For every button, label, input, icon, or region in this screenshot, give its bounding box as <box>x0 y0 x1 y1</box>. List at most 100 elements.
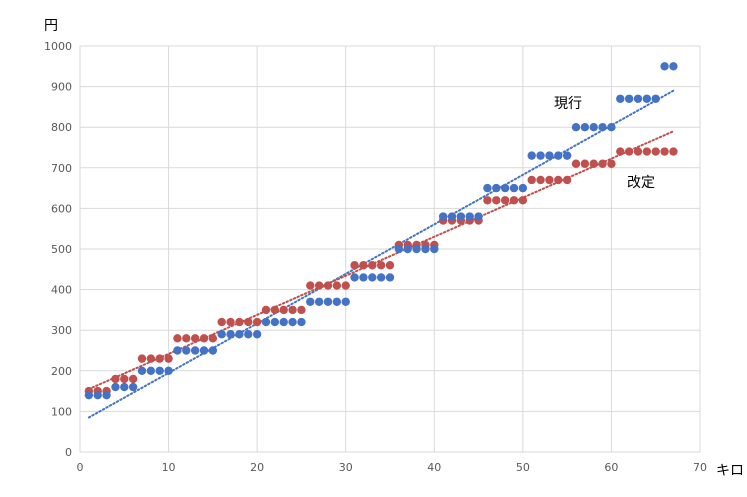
data-point-series-0 <box>430 244 439 254</box>
data-point-series-0 <box>660 62 669 71</box>
data-point-series-0 <box>341 297 350 306</box>
data-point-series-0 <box>500 183 510 193</box>
data-point-series-0 <box>438 212 448 221</box>
x-axis-title: キロ <box>716 463 744 479</box>
data-point-series-0 <box>492 183 501 193</box>
data-point-series-1 <box>146 354 156 363</box>
data-point-series-0 <box>545 151 554 160</box>
data-point-series-0 <box>323 297 333 306</box>
y-axis-title: 円 <box>44 18 58 34</box>
data-point-series-0 <box>403 244 412 254</box>
data-point-series-0 <box>368 273 377 282</box>
y-tick-label: 1000 <box>44 40 72 53</box>
data-point-series-0 <box>518 183 528 193</box>
data-point-series-0 <box>642 94 652 103</box>
x-tick-label: 20 <box>250 461 264 474</box>
data-point-series-1 <box>288 305 297 315</box>
data-point-series-1 <box>598 159 607 168</box>
data-point-series-1 <box>128 374 138 384</box>
data-point-series-0 <box>252 330 262 339</box>
data-point-series-0 <box>226 330 235 339</box>
data-point-series-1 <box>297 305 306 315</box>
y-tick-label: 200 <box>51 365 72 378</box>
data-point-series-0 <box>146 366 156 375</box>
data-point-series-1 <box>518 196 528 205</box>
data-point-series-1 <box>111 374 120 384</box>
data-point-series-0 <box>385 273 395 282</box>
data-point-series-0 <box>288 317 297 327</box>
data-point-series-1 <box>624 147 634 156</box>
grid <box>79 45 701 453</box>
data-point-series-1 <box>580 159 590 168</box>
data-point-series-0 <box>376 273 386 282</box>
data-point-series-1 <box>120 374 129 384</box>
data-point-series-0 <box>93 390 102 400</box>
x-tick-label: 0 <box>77 461 84 474</box>
data-point-series-0 <box>164 366 173 375</box>
data-point-series-0 <box>651 94 660 103</box>
data-point-series-0 <box>279 317 288 327</box>
x-tick-label: 60 <box>604 461 618 474</box>
data-point-series-0 <box>669 62 678 71</box>
data-point-series-1 <box>651 147 660 156</box>
x-tick-label: 30 <box>339 461 353 474</box>
data-points <box>84 62 678 400</box>
data-point-series-1 <box>155 354 164 363</box>
data-point-series-1 <box>483 196 492 205</box>
data-point-series-0 <box>580 123 590 132</box>
x-tick-label: 40 <box>427 461 441 474</box>
y-tick-label: 700 <box>51 162 72 175</box>
data-point-series-0 <box>173 346 182 355</box>
data-point-series-1 <box>376 261 386 270</box>
data-point-series-1 <box>199 334 209 343</box>
data-point-series-1 <box>314 281 324 290</box>
data-point-series-0 <box>102 390 111 400</box>
data-point-series-1 <box>385 261 395 270</box>
data-point-series-0 <box>332 297 342 306</box>
data-point-series-0 <box>483 183 492 193</box>
data-point-series-1 <box>244 317 253 327</box>
data-point-series-1 <box>164 354 173 363</box>
data-point-series-0 <box>421 244 430 254</box>
data-point-series-1 <box>359 261 368 270</box>
data-point-series-0 <box>128 382 138 392</box>
data-point-series-0 <box>306 297 315 306</box>
data-point-series-1 <box>616 147 625 156</box>
x-tick-label: 50 <box>516 461 530 474</box>
data-point-series-0 <box>509 183 519 193</box>
data-point-series-1 <box>261 305 271 315</box>
data-point-series-0 <box>527 151 536 160</box>
data-point-series-0 <box>297 317 306 327</box>
data-point-series-1 <box>270 305 280 315</box>
data-point-series-1 <box>571 159 581 168</box>
data-point-series-0 <box>155 366 164 375</box>
data-point-series-1 <box>589 159 598 168</box>
y-tick-label: 100 <box>51 405 72 418</box>
data-point-series-0 <box>359 273 368 282</box>
data-point-series-0 <box>314 297 324 306</box>
data-point-series-1 <box>306 281 315 290</box>
data-point-series-0 <box>235 330 244 339</box>
data-point-series-0 <box>199 346 209 355</box>
data-point-series-1 <box>217 317 226 327</box>
data-point-series-0 <box>350 273 359 282</box>
data-point-series-1 <box>182 334 191 343</box>
data-point-series-1 <box>607 159 616 168</box>
data-point-series-1 <box>562 175 572 185</box>
data-point-series-1 <box>279 305 288 315</box>
data-point-series-1 <box>642 147 652 156</box>
data-point-series-1 <box>554 175 563 185</box>
data-point-series-0 <box>412 244 421 254</box>
data-point-series-1 <box>509 196 519 205</box>
data-point-series-0 <box>536 151 545 160</box>
data-point-series-1 <box>137 354 147 363</box>
data-point-series-1 <box>350 261 359 270</box>
data-point-series-0 <box>190 346 200 355</box>
data-point-series-0 <box>84 390 94 400</box>
data-point-series-0 <box>465 212 474 221</box>
data-point-series-0 <box>554 151 563 160</box>
series-label-revised: 改定 <box>627 175 655 191</box>
data-point-series-1 <box>252 317 262 327</box>
data-point-series-0 <box>394 244 404 254</box>
data-point-series-1 <box>173 334 182 343</box>
